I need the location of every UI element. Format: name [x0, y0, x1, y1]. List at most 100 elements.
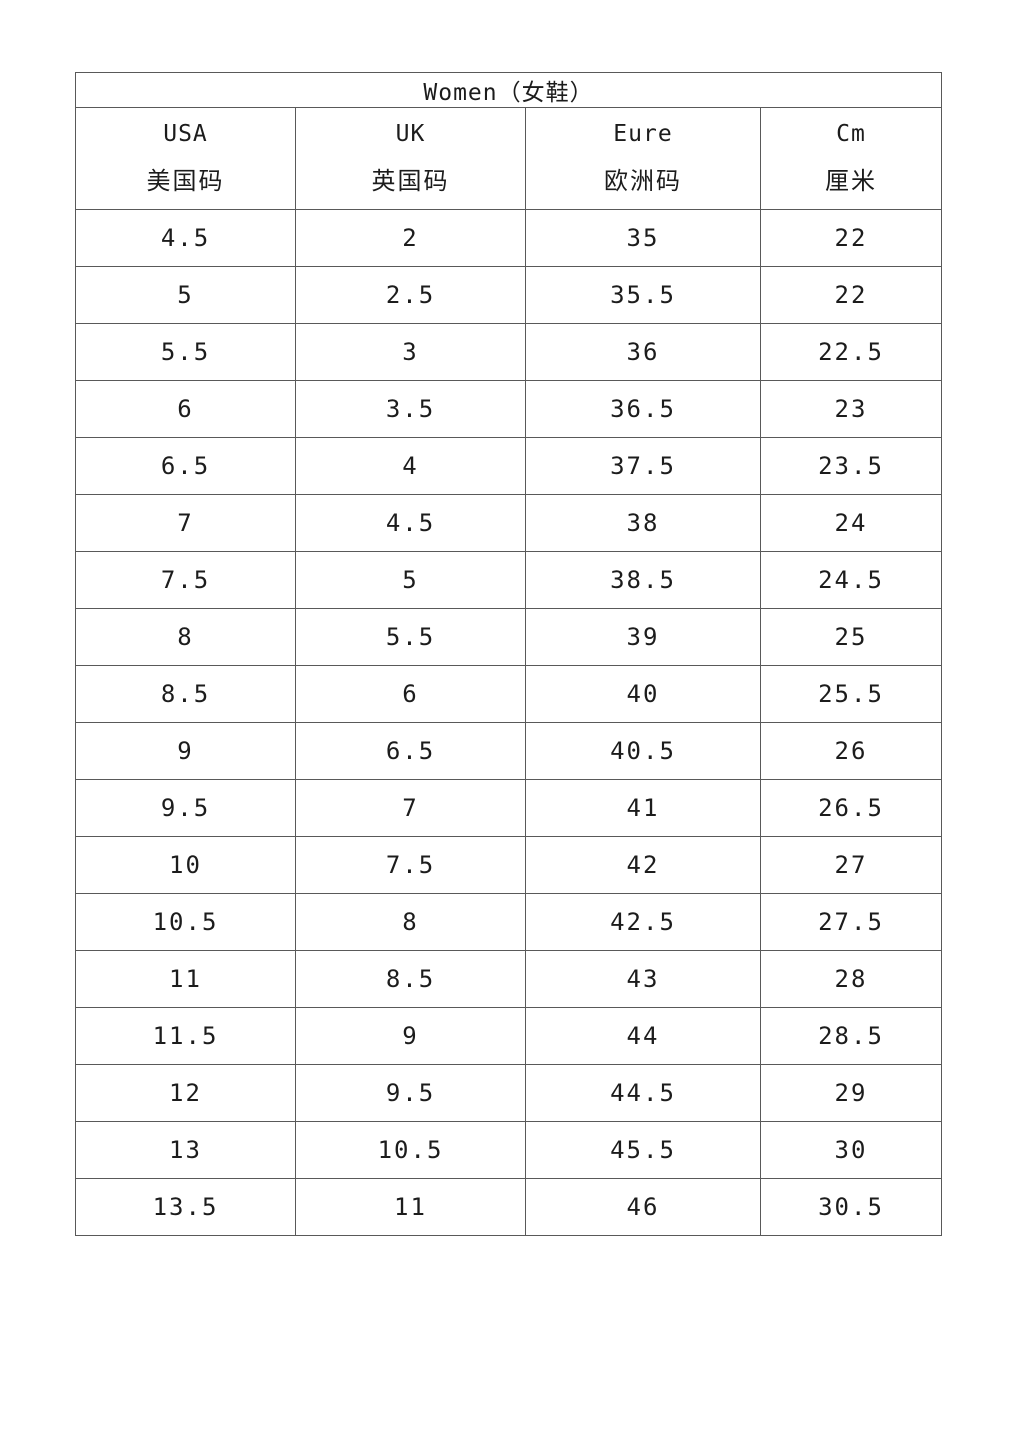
- size-cell: 9.5: [295, 1064, 526, 1122]
- size-cell: 11: [295, 1178, 526, 1236]
- size-cell: 23.5: [760, 437, 942, 495]
- size-cell: 35: [525, 209, 761, 267]
- size-cell: 2.5: [295, 266, 526, 324]
- size-cell: 9.5: [75, 779, 296, 837]
- size-cell: 13: [75, 1121, 296, 1179]
- size-cell: 13.5: [75, 1178, 296, 1236]
- table-row: 10.5 8 42.5 27.5: [75, 893, 942, 951]
- column-header-uk-cell: UK 英国码: [296, 108, 525, 209]
- size-cell: 5: [295, 551, 526, 609]
- size-cell: 25: [760, 608, 942, 666]
- size-cell: 6: [295, 665, 526, 723]
- table-row: 6 3.5 36.5 23: [75, 380, 942, 438]
- title-row: Women（女鞋）: [75, 72, 942, 108]
- size-cell: 29: [760, 1064, 942, 1122]
- table-row: 13.5 11 46 30.5: [75, 1178, 942, 1236]
- table-row: 7.5 5 38.5 24.5: [75, 551, 942, 609]
- size-cell: 26.5: [760, 779, 942, 837]
- column-header-cm-zh: 厘米: [825, 166, 877, 195]
- size-cell: 6.5: [75, 437, 296, 495]
- table-row: 6.5 4 37.5 23.5: [75, 437, 942, 495]
- size-cell: 42.5: [525, 893, 761, 951]
- header-row: USA 美国码 UK 英国码 Eure 欧洲码: [75, 107, 942, 210]
- size-cell: 7.5: [75, 551, 296, 609]
- size-cell: 45.5: [525, 1121, 761, 1179]
- size-cell: 44: [525, 1007, 761, 1065]
- table-row: 8.5 6 40 25.5: [75, 665, 942, 723]
- size-cell: 30.5: [760, 1178, 942, 1236]
- column-header-eure: Eure 欧洲码: [525, 107, 761, 210]
- size-cell: 38: [525, 494, 761, 552]
- size-cell: 38.5: [525, 551, 761, 609]
- size-cell: 46: [525, 1178, 761, 1236]
- size-cell: 4: [295, 437, 526, 495]
- size-cell: 9: [75, 722, 296, 780]
- table-title: Women（女鞋）: [75, 72, 942, 108]
- size-cell: 5.5: [295, 608, 526, 666]
- size-cell: 5: [75, 266, 296, 324]
- size-cell: 22: [760, 266, 942, 324]
- table-row: 5.5 3 36 22.5: [75, 323, 942, 381]
- size-cell: 4.5: [75, 209, 296, 267]
- size-cell: 9: [295, 1007, 526, 1065]
- size-cell: 28.5: [760, 1007, 942, 1065]
- size-cell: 7: [75, 494, 296, 552]
- size-cell: 23: [760, 380, 942, 438]
- size-cell: 24: [760, 494, 942, 552]
- column-header-cm-en: Cm: [836, 121, 866, 148]
- size-cell: 4.5: [295, 494, 526, 552]
- size-cell: 36.5: [525, 380, 761, 438]
- column-header-eure-cell: Eure 欧洲码: [526, 108, 760, 209]
- size-cell: 8.5: [75, 665, 296, 723]
- column-header-usa-cell: USA 美国码: [76, 108, 295, 209]
- size-cell: 12: [75, 1064, 296, 1122]
- table-row: 9 6.5 40.5 26: [75, 722, 942, 780]
- column-header-cm: Cm 厘米: [760, 107, 942, 210]
- size-cell: 41: [525, 779, 761, 837]
- size-cell: 30: [760, 1121, 942, 1179]
- table-row: 9.5 7 41 26.5: [75, 779, 942, 837]
- column-header-eure-en: Eure: [613, 121, 673, 148]
- size-cell: 36: [525, 323, 761, 381]
- size-cell: 8: [75, 608, 296, 666]
- size-cell: 3: [295, 323, 526, 381]
- size-cell: 40.5: [525, 722, 761, 780]
- table-row: 13 10.5 45.5 30: [75, 1121, 942, 1179]
- size-cell: 25.5: [760, 665, 942, 723]
- size-cell: 40: [525, 665, 761, 723]
- table-row: 8 5.5 39 25: [75, 608, 942, 666]
- column-header-uk: UK 英国码: [295, 107, 526, 210]
- table-row: 7 4.5 38 24: [75, 494, 942, 552]
- size-cell: 27: [760, 836, 942, 894]
- column-header-uk-zh: 英国码: [371, 166, 450, 195]
- column-header-usa-en: USA: [163, 121, 208, 148]
- size-cell: 10: [75, 836, 296, 894]
- column-header-cm-cell: Cm 厘米: [761, 108, 941, 209]
- size-cell: 42: [525, 836, 761, 894]
- table-row: 11.5 9 44 28.5: [75, 1007, 942, 1065]
- size-cell: 22.5: [760, 323, 942, 381]
- size-cell: 22: [760, 209, 942, 267]
- size-cell: 24.5: [760, 551, 942, 609]
- column-header-usa-zh: 美国码: [146, 166, 225, 195]
- size-cell: 2: [295, 209, 526, 267]
- size-cell: 8: [295, 893, 526, 951]
- size-cell: 27.5: [760, 893, 942, 951]
- size-cell: 7: [295, 779, 526, 837]
- size-cell: 43: [525, 950, 761, 1008]
- size-cell: 6.5: [295, 722, 526, 780]
- size-cell: 44.5: [525, 1064, 761, 1122]
- size-cell: 7.5: [295, 836, 526, 894]
- column-header-uk-en: UK: [395, 121, 426, 148]
- size-cell: 11: [75, 950, 296, 1008]
- size-cell: 39: [525, 608, 761, 666]
- table-row: 4.5 2 35 22: [75, 209, 942, 267]
- size-cell: 28: [760, 950, 942, 1008]
- size-cell: 37.5: [525, 437, 761, 495]
- table-row: 12 9.5 44.5 29: [75, 1064, 942, 1122]
- size-cell: 5.5: [75, 323, 296, 381]
- size-cell: 6: [75, 380, 296, 438]
- size-cell: 10.5: [295, 1121, 526, 1179]
- size-cell: 26: [760, 722, 942, 780]
